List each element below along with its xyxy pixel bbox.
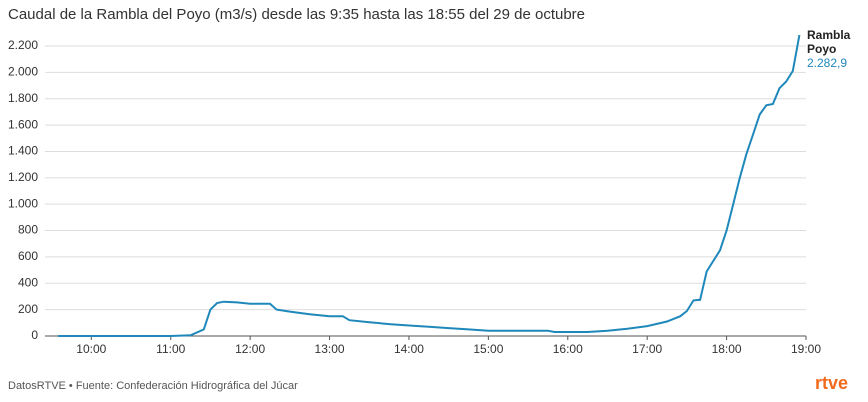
x-tick-label: 12:00 bbox=[235, 342, 265, 356]
logo: rtve bbox=[815, 373, 848, 393]
y-tick-label: 1.800 bbox=[8, 91, 38, 105]
x-tick-label: 14:00 bbox=[394, 342, 424, 356]
value-label: 2.282,9 bbox=[807, 56, 847, 70]
source: DatosRTVE • Fuente: Confederación Hidrog… bbox=[8, 380, 298, 392]
y-tick-label: 2.000 bbox=[8, 65, 38, 79]
y-tick-label: 600 bbox=[18, 249, 38, 263]
chart-title: Caudal de la Rambla del Poyo (m3/s) desd… bbox=[8, 6, 585, 23]
y-tick-label: 400 bbox=[18, 275, 38, 289]
x-tick-label: 16:00 bbox=[553, 342, 583, 356]
x-tick-label: 10:00 bbox=[76, 342, 106, 356]
y-tick-label: 1.200 bbox=[8, 170, 38, 184]
data-line bbox=[58, 34, 801, 337]
y-tick-label: 800 bbox=[18, 223, 38, 237]
x-tick-label: 18:00 bbox=[712, 342, 742, 356]
y-tick-label: 0 bbox=[31, 328, 38, 342]
x-tick-label: 15:00 bbox=[473, 342, 503, 356]
y-tick-label: 2.200 bbox=[8, 38, 38, 52]
y-tick-label: 1.400 bbox=[8, 144, 38, 158]
x-tick-label: 11:00 bbox=[156, 342, 185, 356]
y-tick-label: 1.600 bbox=[8, 117, 38, 131]
y-tick-label: 1.000 bbox=[8, 196, 38, 210]
x-tick-label: 13:00 bbox=[315, 342, 345, 356]
y-tick-label: 200 bbox=[18, 302, 38, 316]
x-tick-label: 17:00 bbox=[632, 342, 662, 356]
x-tick-label: 19:00 bbox=[791, 342, 821, 356]
series-label: Rambla Poyo bbox=[807, 28, 851, 56]
